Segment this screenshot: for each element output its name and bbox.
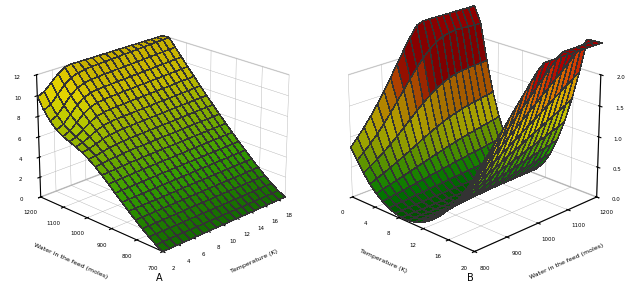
X-axis label: Temperature (K): Temperature (K) <box>230 249 279 274</box>
Y-axis label: Water in the feed (moles): Water in the feed (moles) <box>33 243 109 280</box>
Title: B: B <box>467 273 474 283</box>
Y-axis label: Water in the feed (moles): Water in the feed (moles) <box>529 243 604 280</box>
X-axis label: Temperature (K): Temperature (K) <box>358 249 407 274</box>
Title: A: A <box>156 273 163 283</box>
